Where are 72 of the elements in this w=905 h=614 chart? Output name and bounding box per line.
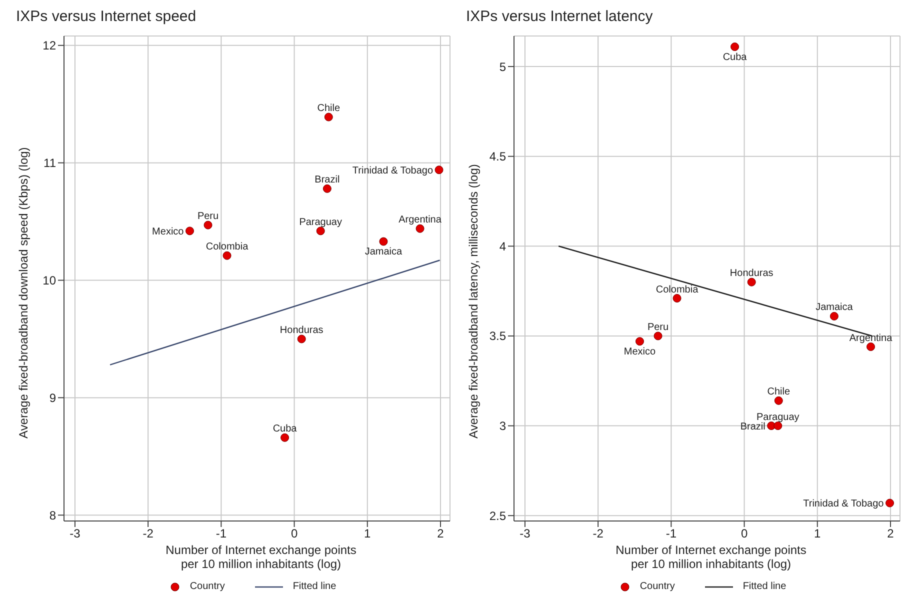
y-axis-title: Average fixed-broadband latency, milliseconds (log) — [466, 164, 480, 438]
point — [434, 166, 444, 174]
legend-label: Fitted line — [292, 581, 336, 592]
point — [830, 312, 838, 320]
annotation: Argentina — [849, 332, 893, 344]
x-tick-label: 0 — [740, 526, 748, 541]
x-axis-title: Number of Internet exchange points per 10 million inhabitants (log) — [164, 543, 358, 571]
annotation: Honduras — [280, 324, 324, 336]
annotation: Peru — [647, 322, 669, 333]
legend-label: Country — [190, 581, 225, 592]
point — [222, 251, 232, 260]
point — [204, 220, 212, 230]
y-tick-label: 10 — [42, 274, 56, 288]
annotation: Colombia — [206, 242, 249, 253]
point — [730, 42, 740, 52]
x-tick-label: -1 — [216, 526, 227, 541]
point — [635, 337, 644, 346]
point — [654, 332, 662, 340]
y-tick-label: 5 — [499, 60, 506, 74]
y-tick-label: 3.5 — [489, 329, 506, 344]
x-tick-label: -2 — [142, 526, 154, 541]
annotation: Brazil — [314, 174, 340, 186]
chart-title: IXPs versus Internet speed — [15, 8, 198, 27]
point — [185, 226, 194, 236]
point — [886, 498, 894, 508]
y-tick-label: 4.5 — [489, 150, 506, 164]
annotation: Cuba — [722, 52, 748, 63]
legend-label: Fitted line — [742, 581, 786, 592]
x-axis-title: Number of Internet exchange points per 10 million inhabitants (log) — [614, 543, 808, 571]
annotation: Honduras — [730, 268, 774, 280]
y-tick-label: 9 — [49, 390, 56, 405]
annotation: Chile — [767, 386, 790, 398]
legend-label: Country — [640, 581, 675, 592]
annotation: Peru — [197, 211, 219, 222]
annotation: Mexico — [152, 226, 184, 238]
annotation: Jamaica — [816, 302, 854, 314]
y-tick-label: 8 — [49, 508, 56, 522]
x-tick-label: 1 — [814, 526, 822, 541]
chart-title: IXPs versus Internet latency — [465, 8, 654, 27]
x-tick-label: -3 — [70, 526, 81, 541]
y-tick-label: 4 — [499, 239, 506, 254]
y-axis-title: Average fixed-broadband download speed (Kbps) (log) — [16, 147, 30, 438]
x-tick-label: -1 — [666, 526, 677, 541]
annotation: Argentina — [398, 214, 442, 226]
point — [379, 237, 388, 246]
x-tick-label: -3 — [520, 526, 531, 541]
annotation: Mexico — [624, 346, 656, 358]
x-tick-label: 2 — [437, 526, 444, 541]
point — [672, 294, 682, 303]
annotation: Brazil — [740, 421, 766, 432]
annotation: Trinidad & Tobago — [352, 165, 434, 176]
annotation: Cuba — [272, 424, 298, 435]
x-tick-label: 1 — [364, 526, 372, 541]
y-tick-label: 3 — [499, 419, 506, 434]
point — [322, 184, 332, 193]
x-tick-label: 2 — [887, 526, 894, 541]
point — [774, 396, 783, 405]
annotation: Paraguay — [756, 412, 800, 423]
point — [747, 278, 756, 286]
annotation: Colombia — [656, 284, 699, 296]
point — [280, 433, 290, 442]
x-tick-label: 0 — [290, 526, 298, 541]
annotation: Chile — [317, 103, 340, 114]
x-tick-label: -2 — [592, 526, 604, 541]
y-tick-label: 12 — [42, 38, 56, 53]
annotation: Trinidad & Tobago — [803, 498, 884, 510]
point — [297, 334, 306, 344]
y-tick-label: 11 — [44, 156, 56, 170]
y-tick-label: 2.5 — [489, 508, 506, 523]
annotation: Paraguay — [299, 216, 342, 228]
annotation: Jamaica — [364, 246, 403, 258]
point — [324, 112, 333, 122]
